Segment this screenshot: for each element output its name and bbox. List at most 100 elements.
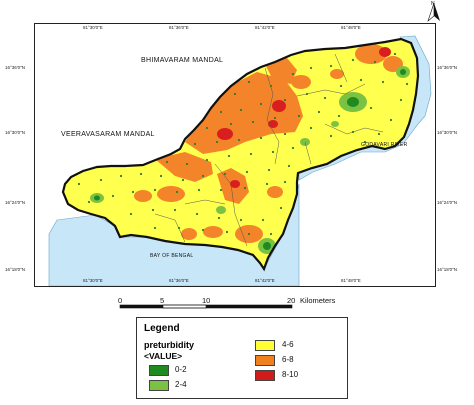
bottom-lon-label: 81°30'0"E <box>83 278 103 283</box>
sample-point <box>259 102 263 106</box>
top-lon-label: 81°48'0"E <box>341 25 361 30</box>
legend-swatch-0-2 <box>149 365 169 376</box>
sample-point <box>227 154 231 158</box>
top-lon-label: 81°36'0"E <box>169 25 189 30</box>
map-canvas <box>48 35 432 286</box>
sample-point <box>219 110 223 114</box>
bottom-lon-label: 81°36'0"E <box>169 278 189 283</box>
scale-unit: Kilometers <box>300 296 336 305</box>
sample-point <box>363 140 367 144</box>
sample-point <box>323 96 327 100</box>
legend-swatch-8-10 <box>255 370 275 381</box>
sample-point <box>267 168 271 172</box>
right-lat-label: 16°30'0"N <box>437 130 458 135</box>
sample-point <box>239 108 243 112</box>
sample-point <box>351 58 355 62</box>
sample-point <box>185 162 189 166</box>
sample-point <box>279 206 283 210</box>
sample-point <box>251 120 255 124</box>
sample-point <box>165 160 169 164</box>
sample-point <box>377 132 381 136</box>
sample-point <box>269 232 273 236</box>
place-bhimavaram: BHIMAVARAM MANDAL <box>141 57 224 64</box>
sample-point <box>177 226 181 230</box>
scale-tick-0: 0 <box>118 296 123 305</box>
sample-point <box>153 226 157 230</box>
sample-point <box>389 118 393 122</box>
sample-point <box>305 92 309 96</box>
sample-point <box>111 194 115 198</box>
sample-point <box>373 60 377 64</box>
sample-point <box>119 174 123 178</box>
sample-point <box>77 182 81 186</box>
mandal-boundaries <box>154 53 384 247</box>
sample-point <box>247 80 251 84</box>
left-lat-label: 16°24'0"N <box>5 200 26 205</box>
sample-point <box>259 136 263 140</box>
north-label: N <box>431 1 435 7</box>
sample-point <box>173 208 177 212</box>
legend-swatch-6-8 <box>255 355 275 366</box>
place-godavari-river: GODAVARI RIVER <box>361 142 408 148</box>
sample-point <box>175 190 179 194</box>
sample-point <box>283 132 287 136</box>
sample-point <box>195 212 199 216</box>
sample-point <box>229 122 233 126</box>
sample-point <box>287 164 291 168</box>
top-lon-label: 81°42'0"E <box>255 25 275 30</box>
sample-point <box>269 84 273 88</box>
sample-point <box>243 186 247 190</box>
sample-point <box>297 114 301 118</box>
north-arrow-icon <box>427 2 440 22</box>
sample-point <box>283 180 287 184</box>
sample-point <box>271 150 275 154</box>
sample-point <box>381 80 385 84</box>
scale-bar <box>119 304 293 309</box>
sample-points <box>77 52 409 236</box>
right-lat-label: 16°24'0"N <box>437 200 458 205</box>
sample-point <box>87 200 91 204</box>
left-lat-label: 16°30'0"N <box>5 130 26 135</box>
bottom-lon-label: 81°48'0"E <box>341 278 361 283</box>
district-boundary <box>61 37 420 272</box>
sample-point <box>369 106 373 110</box>
top-lon-label: 81°30'0"E <box>83 25 103 30</box>
sample-point <box>129 212 133 216</box>
sample-point <box>309 66 313 70</box>
sample-point <box>223 172 227 176</box>
sample-point <box>153 188 157 192</box>
scale-tick-5: 5 <box>160 296 165 305</box>
sample-point <box>351 130 355 134</box>
sample-point <box>159 174 163 178</box>
left-lat-label: 16°18'0"N <box>5 267 26 272</box>
sample-point <box>245 170 249 174</box>
sample-point <box>393 52 397 56</box>
legend-value-label: <VALUE> <box>144 351 183 361</box>
sample-point <box>261 218 265 222</box>
sample-point <box>99 178 103 182</box>
sample-point <box>337 114 341 118</box>
legend-label-0-2: 0-2 <box>175 365 187 374</box>
legend-swatch-2-4 <box>149 380 169 391</box>
sample-point <box>291 146 295 150</box>
sample-point <box>247 232 251 236</box>
legend-label-8-10: 8-10 <box>282 370 299 379</box>
sample-point <box>339 84 343 88</box>
sample-point <box>151 208 155 212</box>
sample-point <box>309 126 313 130</box>
left-lat-label: 16°36'0"N <box>5 65 26 70</box>
legend-label-2-4: 2-4 <box>175 380 187 389</box>
map-frame: 81°30'0"E 81°36'0"E 81°42'0"E 81°48'0"E … <box>5 23 457 287</box>
sample-point <box>233 92 237 96</box>
sample-point <box>239 218 243 222</box>
sample-point <box>265 182 269 186</box>
right-lat-label: 16°18'0"N <box>437 267 458 272</box>
place-bay-of-bengal: BAY OF BENGAL <box>150 253 194 259</box>
right-lat-label: 16°36'0"N <box>437 65 458 70</box>
legend-label-4-6: 4-6 <box>282 340 294 349</box>
sample-point <box>405 82 409 86</box>
sample-point <box>217 216 221 220</box>
sample-point <box>205 126 209 130</box>
sample-point <box>181 178 185 182</box>
sample-point <box>249 152 253 156</box>
